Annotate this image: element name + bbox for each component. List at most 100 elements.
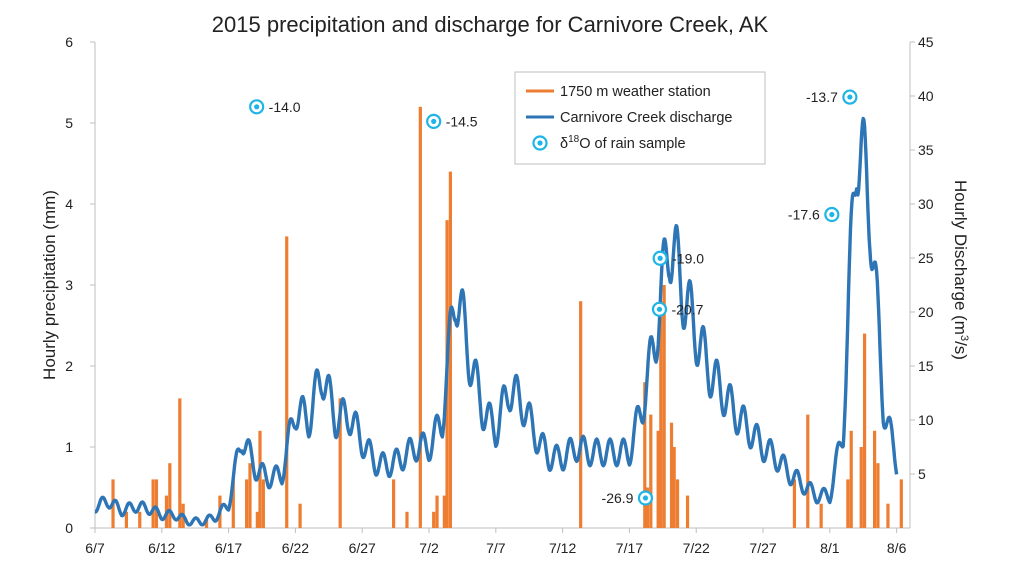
left-axis-ticks: 0 1 2 3 4 5 6 <box>65 34 95 536</box>
precip-bar <box>656 430 660 528</box>
precip-bar <box>859 447 863 528</box>
precip-bar <box>255 511 259 528</box>
precip-bar <box>124 511 128 528</box>
x-tick-label: 8/1 <box>820 540 840 556</box>
right-tick-label: 25 <box>918 250 934 266</box>
x-tick-label: 7/12 <box>549 540 576 556</box>
right-tick-label: 20 <box>918 304 934 320</box>
left-tick-label: 2 <box>65 358 73 374</box>
precip-bar <box>138 511 142 528</box>
precip-bar <box>659 301 663 528</box>
isotope-series: -14.0 -14.5 -19.0 -20.7 -26.9 -17.6 -13.7 <box>249 89 858 506</box>
right-tick-label: 30 <box>918 196 934 212</box>
legend-isotope-label-pre: δ <box>560 136 568 152</box>
precip-bar <box>178 398 182 528</box>
right-tick-label: 35 <box>918 142 934 158</box>
x-tick-label: 6/17 <box>215 540 242 556</box>
precip-bar <box>245 479 249 528</box>
precip-bar <box>392 479 396 528</box>
x-tick-label: 7/22 <box>683 540 710 556</box>
precip-bar <box>672 447 676 528</box>
precip-bar <box>669 422 674 528</box>
precip-bar <box>849 430 853 528</box>
precip-bar <box>792 479 797 528</box>
left-tick-label: 3 <box>65 277 73 293</box>
legend-discharge-label: Carnivore Creek discharge <box>560 110 732 126</box>
legend-isotope-label: δ18O of rain sample <box>560 134 686 152</box>
precip-bar <box>872 430 877 528</box>
isotope-marker-dot <box>847 94 853 100</box>
legend-box <box>514 71 766 165</box>
precip-bar <box>338 398 342 528</box>
right-tick-label: 45 <box>918 34 934 50</box>
precip-bar <box>819 503 823 528</box>
right-axis-ticks: 5 10 15 20 25 30 35 40 45 <box>910 34 934 482</box>
isotope-marker-dot <box>254 104 260 110</box>
precip-bar <box>886 503 890 528</box>
legend: 1750 m weather station Carnivore Creek d… <box>514 71 766 165</box>
precip-bar <box>649 414 653 528</box>
precip-bar <box>806 414 810 528</box>
precip-bar <box>204 519 209 528</box>
right-tick-label: 40 <box>918 88 934 104</box>
legend-isotope-label-sup: 18 <box>568 134 580 145</box>
precip-bar <box>662 285 666 528</box>
precip-bar <box>154 479 159 528</box>
left-tick-label: 4 <box>65 196 73 212</box>
left-tick-label: 1 <box>65 439 73 455</box>
isotope-marker-dot <box>656 306 663 312</box>
isotope-value-label: -19.0 <box>672 250 704 266</box>
precip-bar <box>168 463 172 528</box>
precip-bar <box>248 463 252 528</box>
right-tick-label: 15 <box>918 358 934 374</box>
left-tick-label: 6 <box>65 34 73 50</box>
isotope-value-label: -14.0 <box>269 99 301 115</box>
precip-bar <box>405 511 409 528</box>
precip-bar <box>258 430 262 528</box>
x-tick-label: 6/22 <box>282 540 309 556</box>
precip-bar <box>261 479 265 528</box>
isotope-value-label: -17.6 <box>788 207 820 223</box>
right-axis-label: Hourly Discharge (m3/s) <box>951 180 970 360</box>
right-tick-label: 5 <box>918 466 926 482</box>
precip-bar <box>231 479 235 528</box>
precip-bar <box>442 495 446 528</box>
precip-bar <box>298 503 302 528</box>
precip-bar <box>432 511 436 528</box>
legend-isotope-label-post: O of rain sample <box>579 136 685 152</box>
precip-bar <box>675 479 680 528</box>
x-axis-ticks: 6/7 6/12 6/17 6/22 6/27 7/2 7/7 7/12 7/17 7/22 7/2… <box>85 528 907 556</box>
left-tick-label: 5 <box>65 115 73 131</box>
x-tick-label: 6/12 <box>148 540 175 556</box>
isotope-value-label: -14.5 <box>446 113 478 129</box>
right-tick-label: 10 <box>918 412 934 428</box>
right-axis-label-main: Hourly Discharge (m <box>951 180 970 335</box>
precip-bar <box>645 487 650 528</box>
x-tick-label: 6/27 <box>349 540 376 556</box>
precip-series <box>111 106 903 529</box>
right-axis-label-tail: /s) <box>951 341 970 360</box>
isotope-value-label: -20.7 <box>671 301 703 317</box>
precip-bar <box>685 495 690 528</box>
precip-bar <box>285 236 289 528</box>
isotope-marker-dot <box>657 255 663 261</box>
x-tick-label: 7/2 <box>419 540 439 556</box>
isotope-value-label: -26.9 <box>602 490 634 506</box>
isotope-marker-dot <box>431 118 437 124</box>
x-tick-label: 7/17 <box>616 540 643 556</box>
isotope-marker-dot <box>642 495 649 501</box>
chart-title: 2015 precipitation and discharge for Car… <box>212 12 769 37</box>
precip-bar <box>846 479 850 528</box>
precip-bar <box>643 382 647 528</box>
legend-precip-label: 1750 m weather station <box>560 84 711 100</box>
x-tick-label: 6/7 <box>85 540 105 556</box>
plot-frame <box>94 42 911 529</box>
precip-bar <box>448 171 452 528</box>
precip-bar <box>899 479 903 528</box>
legend-isotope-marker-dot <box>537 140 543 146</box>
precip-bar <box>151 479 155 528</box>
left-tick-label: 0 <box>65 520 73 536</box>
isotope-marker-dot <box>829 211 835 218</box>
left-axis-label: Hourly precipitation (mm) <box>40 190 59 380</box>
